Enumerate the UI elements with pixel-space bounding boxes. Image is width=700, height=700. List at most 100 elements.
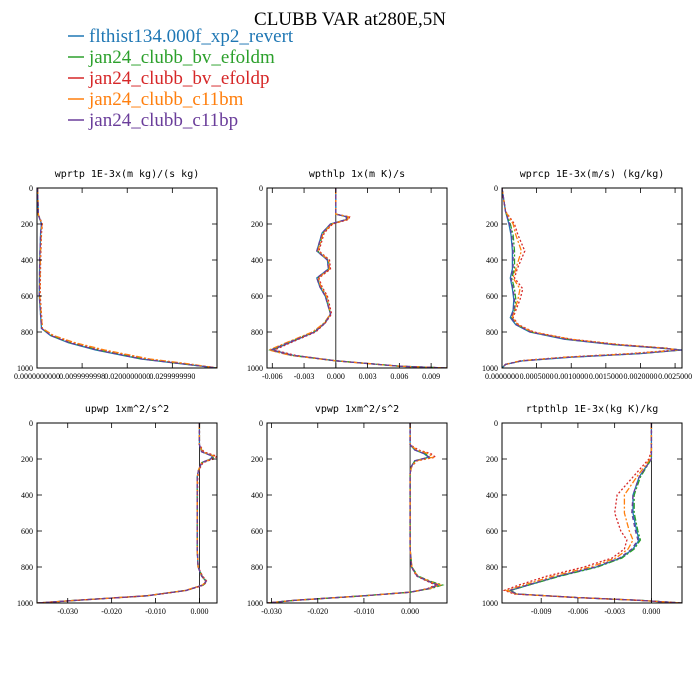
series-group	[502, 423, 682, 603]
figure-title: CLUBB VAR at280E,5N	[254, 9, 446, 30]
x-tick-label: 0.006	[390, 372, 408, 381]
y-tick-label: 600	[486, 292, 498, 301]
y-tick-label: 1000	[482, 364, 498, 373]
series-group	[502, 188, 682, 368]
series-line	[269, 188, 447, 368]
legend-item: jan24_clubb_c11bp	[68, 110, 238, 131]
chart-panel: wprcp 1E-3x(m/s) (kg/kg) 0 200 400 600 800 100…	[482, 169, 692, 381]
series-line	[502, 188, 682, 368]
panel-title: vpwp 1xm^2/s^2	[315, 404, 399, 415]
legend-item: jan24_clubb_c11bm	[68, 89, 244, 110]
series-line	[502, 423, 682, 603]
y-tick-label: 0	[494, 184, 498, 193]
legend-label: jan24_clubb_bv_efoldp	[88, 68, 269, 89]
plot-frame	[36, 422, 218, 604]
y-tick-label: 200	[21, 220, 33, 229]
y-tick-label: 800	[486, 328, 498, 337]
series-group	[37, 423, 217, 603]
x-tick-label: 0.003	[359, 372, 377, 381]
legend-label: jan24_clubb_c11bp	[88, 110, 238, 131]
x-tick-label: 0.000	[642, 607, 660, 616]
x-tick-label: 0.0015000	[589, 372, 623, 381]
panel-title: wpthlp 1x(m K)/s	[309, 169, 405, 180]
y-tick-label: 1000	[247, 364, 263, 373]
x-tick-label: -0.020	[307, 607, 328, 616]
x-tick-label: -0.003	[294, 372, 315, 381]
legend-label: jan24_clubb_bv_efoldm	[88, 47, 275, 68]
legend-label: jan24_clubb_c11bm	[88, 89, 244, 110]
x-tick-label: 0.0010000	[554, 372, 588, 381]
series-group	[267, 188, 447, 368]
x-tick-label: 0.0299999990	[149, 372, 195, 381]
chart-panel: rtpthlp 1E-3x(kg K)/kg 0 200 400 600 800 1000 -…	[482, 404, 683, 616]
x-tick-label: 0.0020000	[623, 372, 657, 381]
x-tick-label: 0.000	[401, 607, 419, 616]
x-tick-label: 0.009	[422, 372, 440, 381]
y-tick-label: 800	[21, 328, 33, 337]
x-tick-label: 0.0005000	[520, 372, 554, 381]
series-line	[37, 423, 215, 603]
panel-title: rtpthlp 1E-3x(kg K)/kg	[526, 404, 658, 415]
plot-frame	[266, 422, 448, 604]
y-tick-label: 1000	[482, 599, 498, 608]
legend: flthist134.000f_xp2_revertjan24_clubb_bv…	[68, 26, 294, 131]
panel-title: wprtp 1E-3x(m kg)/(s kg)	[55, 169, 200, 180]
x-tick-label: -0.003	[604, 607, 625, 616]
y-tick-label: 800	[251, 328, 263, 337]
plot-frame	[266, 187, 448, 369]
y-tick-label: 400	[21, 256, 33, 265]
chart-panel: upwp 1xm^2/s^2 0 200 400 600 800 1000 -0.030 -0.…	[17, 404, 218, 616]
series-line	[267, 423, 440, 603]
legend-item: jan24_clubb_bv_efoldp	[68, 68, 269, 89]
x-tick-label: 0.000	[190, 607, 208, 616]
y-tick-label: 0	[29, 419, 33, 428]
series-line	[502, 188, 676, 368]
series-line	[267, 423, 438, 603]
y-tick-label: 800	[21, 563, 33, 572]
plot-frame	[501, 187, 683, 369]
y-tick-label: 800	[251, 563, 263, 572]
x-tick-label: -0.010	[354, 607, 375, 616]
x-tick-label: 0.0025000	[658, 372, 692, 381]
series-group	[267, 423, 445, 603]
series-line	[507, 423, 682, 603]
x-tick-label: 0.0200000000	[104, 372, 150, 381]
plot-frame	[501, 422, 683, 604]
chart-panel: wpthlp 1x(m K)/s 0 200 400 600 800 1000-0.006 -…	[247, 169, 448, 381]
x-tick-label: -0.010	[145, 607, 166, 616]
y-tick-label: 1000	[17, 364, 33, 373]
series-line	[272, 188, 447, 368]
y-tick-label: 600	[251, 527, 263, 536]
x-tick-label: 0.0099999998	[59, 372, 105, 381]
y-tick-label: 400	[486, 491, 498, 500]
y-tick-label: 400	[251, 491, 263, 500]
series-line	[267, 188, 447, 368]
y-tick-label: 0	[259, 184, 263, 193]
y-tick-label: 400	[486, 256, 498, 265]
y-tick-label: 200	[251, 455, 263, 464]
x-tick-label: -0.030	[261, 607, 282, 616]
legend-label: flthist134.000f_xp2_revert	[89, 26, 294, 47]
y-tick-label: 0	[259, 419, 263, 428]
y-tick-label: 600	[21, 292, 33, 301]
y-tick-label: 600	[21, 527, 33, 536]
x-tick-label: -0.020	[101, 607, 122, 616]
panel-title: upwp 1xm^2/s^2	[85, 404, 169, 415]
y-tick-label: 200	[486, 455, 498, 464]
y-tick-label: 1000	[17, 599, 33, 608]
y-tick-label: 200	[486, 220, 498, 229]
y-tick-label: 600	[486, 527, 498, 536]
y-tick-label: 600	[251, 292, 263, 301]
legend-item: jan24_clubb_bv_efoldm	[68, 47, 275, 68]
chart-panel: wprtp 1E-3x(m kg)/(s kg) 0 200 400 600 800 100…	[14, 169, 218, 381]
y-tick-label: 400	[251, 256, 263, 265]
x-tick-label: 0.0000000000	[14, 372, 60, 381]
series-line	[502, 188, 679, 368]
x-tick-label: -0.009	[531, 607, 552, 616]
panel-title: wprcp 1E-3x(m/s) (kg/kg)	[520, 169, 665, 180]
x-tick-label: -0.006	[262, 372, 283, 381]
y-tick-label: 200	[21, 455, 33, 464]
y-tick-label: 200	[251, 220, 263, 229]
